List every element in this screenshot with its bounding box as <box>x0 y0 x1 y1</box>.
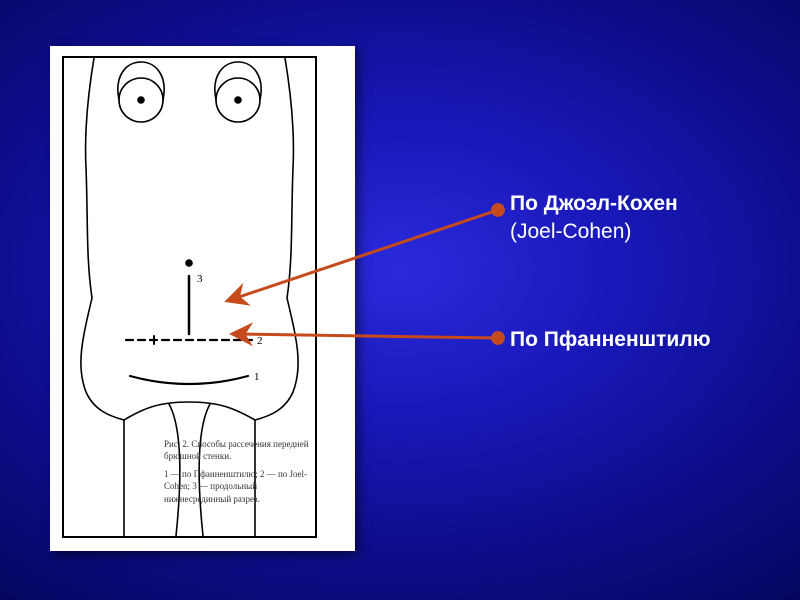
mark-2: 2 <box>257 335 263 347</box>
figure-caption: Рис. 2. Способы рассечения передней брюш… <box>164 438 314 505</box>
mark-3: 3 <box>197 273 203 285</box>
figure-frame: 3 2 1 Рис. 2. Способы рассечения передне… <box>50 46 355 551</box>
label-pfannenstiel-text: По Пфанненштилю <box>510 328 711 351</box>
mark-1: 1 <box>254 371 260 383</box>
figure-caption-title: Рис. 2. Способы рассечения передней брюш… <box>164 438 314 462</box>
slide: 3 2 1 Рис. 2. Способы рассечения передне… <box>0 0 800 600</box>
figure-caption-legend: 1 — по Пфанненштилю; 2 — по Joel-Cohen; … <box>164 468 314 504</box>
label-joel-cohen: По Джоэл-Кохен (Joel-Cohen) <box>510 190 678 247</box>
label-pfannenstiel: По Пфанненштилю <box>510 326 711 354</box>
figure-inner: 3 2 1 Рис. 2. Способы рассечения передне… <box>62 56 317 538</box>
label-joel-cohen-line1: По Джоэл-Кохен <box>510 192 678 215</box>
label-joel-cohen-line2: (Joel-Cohen) <box>510 220 631 243</box>
